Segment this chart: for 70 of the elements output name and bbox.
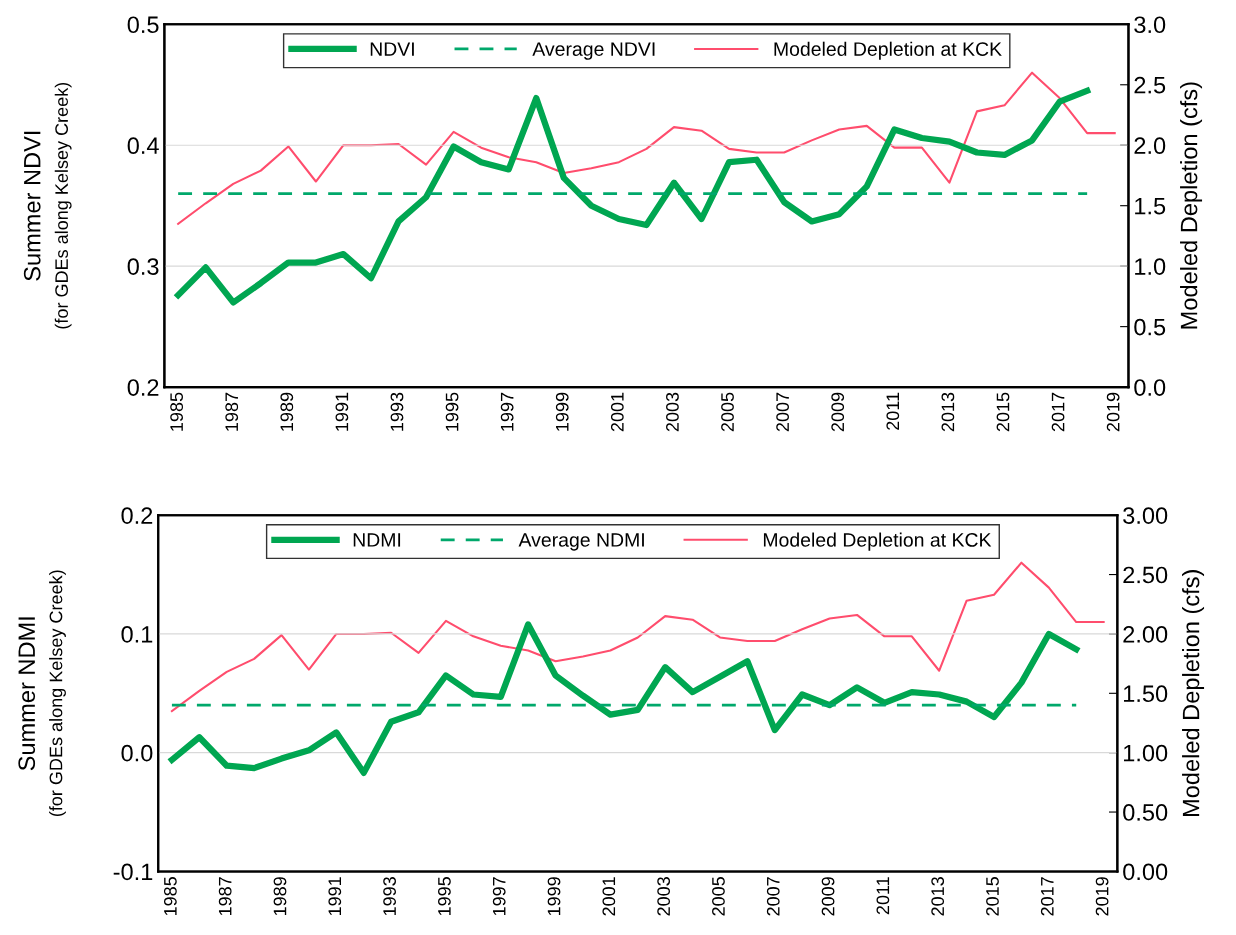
- x-tick-label: 2019: [1106, 392, 1120, 432]
- y-axis-title: Summer NDMI (for GDEs along Kelsey Creek): [18, 570, 66, 817]
- x-tick-label: 2011: [886, 392, 900, 430]
- y2-tick-label: 0.50: [1123, 804, 1168, 821]
- x-tick-label: 2015: [986, 877, 999, 916]
- x-tick-label: 2003: [666, 392, 679, 432]
- y-tick-label: 0.5: [127, 16, 159, 34]
- y2-tick-label: 1.5: [1135, 198, 1166, 215]
- x-tick-label: 1985: [163, 877, 177, 916]
- y2-tick-label: 3.00: [1123, 507, 1168, 524]
- x-tick-label: 1989: [280, 392, 294, 431]
- x-tick-label: 2011: [876, 877, 890, 915]
- y2-tick-label: 3.0: [1134, 16, 1166, 34]
- x-tick-label: 2001: [602, 877, 616, 916]
- legend-label: NDVI: [370, 42, 414, 56]
- x-tick-label: 1995: [438, 877, 451, 916]
- y2-tick-label: 2.0: [1134, 137, 1166, 155]
- x-tick-label: 2007: [766, 877, 780, 916]
- y2-tick-label: 1.50: [1124, 685, 1168, 703]
- legend-label: Modeled Depletion at KCK: [774, 41, 1002, 60]
- y2-tick-label: 1.0: [1135, 258, 1166, 275]
- y2-tick-label: 2.00: [1123, 626, 1168, 643]
- y2-tick-label: 0.0: [1134, 379, 1166, 396]
- x-tick-label: 1997: [492, 877, 506, 916]
- x-tick-label: 2001: [610, 392, 624, 432]
- y-tick-label: -0.1: [113, 863, 153, 881]
- x-tick-label: 2013: [931, 877, 945, 916]
- y-tick-label: 0.0: [121, 744, 153, 762]
- x-tick-label: 2015: [996, 392, 1010, 432]
- x-tick-label: 2007: [776, 392, 789, 432]
- x-tick-label: 2013: [941, 392, 955, 432]
- y-tick-label: 0.4: [127, 137, 159, 155]
- x-tick-label: 1993: [383, 877, 396, 916]
- x-tick-label: 2009: [821, 877, 835, 916]
- x-tick-label: 1995: [445, 392, 459, 431]
- x-tick-label: 2017: [1040, 877, 1054, 916]
- x-tick-label: 2005: [712, 877, 725, 916]
- x-tick-label: 1999: [547, 877, 561, 916]
- line-series: [170, 561, 1105, 713]
- line-series: [177, 71, 1116, 225]
- x-tick-label: 1999: [555, 392, 569, 431]
- legend-label: Modeled Depletion at KCK: [763, 532, 992, 551]
- x-tick-label: 1987: [218, 877, 232, 916]
- legend-label: Average NDMI: [518, 533, 644, 551]
- legend-label: Average NDVI: [532, 42, 655, 60]
- y-tick-label: 0.2: [121, 507, 153, 524]
- x-tick-label: 2019: [1095, 877, 1109, 916]
- y2-axis-title: Modeled Depletion (cfs): [1182, 570, 1205, 817]
- y-tick-label: 0.2: [127, 379, 159, 396]
- y2-tick-label: 1.00: [1124, 744, 1168, 762]
- x-tick-label: 2009: [831, 392, 845, 432]
- y2-tick-label: 2.5: [1134, 76, 1166, 94]
- legend-label: NDMI: [353, 533, 401, 547]
- x-tick-label: 2003: [657, 877, 671, 916]
- x-tick-label: 1985: [170, 392, 184, 431]
- x-tick-label: 2005: [721, 392, 734, 432]
- x-tick-label: 1997: [500, 392, 514, 431]
- x-tick-label: 1989: [273, 877, 287, 916]
- y-axis-title: Summer NDVI (for GDEs along Kelsey Creek): [23, 82, 72, 329]
- y2-axis-title: Modeled Depletion (cfs): [1180, 82, 1203, 329]
- y2-tick-label: 2.50: [1123, 566, 1168, 584]
- y-tick-label: 0.3: [127, 258, 159, 275]
- x-tick-label: 1991: [335, 392, 349, 431]
- x-tick-label: 1993: [390, 392, 404, 431]
- x-tick-label: 1987: [225, 392, 239, 431]
- y2-tick-label: 0.00: [1123, 863, 1168, 881]
- y-tick-label: 0.1: [121, 626, 153, 643]
- y2-tick-label: 0.5: [1134, 318, 1166, 336]
- x-tick-label: 2017: [1051, 392, 1065, 432]
- x-tick-label: 1991: [328, 877, 342, 916]
